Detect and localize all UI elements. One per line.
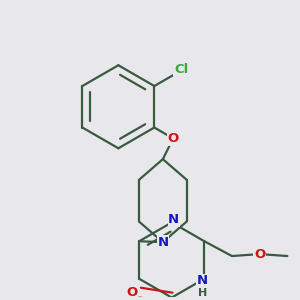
Text: H: H — [198, 288, 207, 298]
Text: N: N — [157, 236, 168, 249]
Text: N: N — [168, 213, 179, 226]
Text: N: N — [157, 236, 168, 249]
Text: O: O — [167, 132, 179, 145]
Text: O: O — [167, 132, 179, 145]
Text: Cl: Cl — [174, 63, 188, 76]
Text: N: N — [197, 274, 208, 287]
Text: O: O — [254, 248, 265, 261]
Text: O: O — [127, 286, 138, 299]
